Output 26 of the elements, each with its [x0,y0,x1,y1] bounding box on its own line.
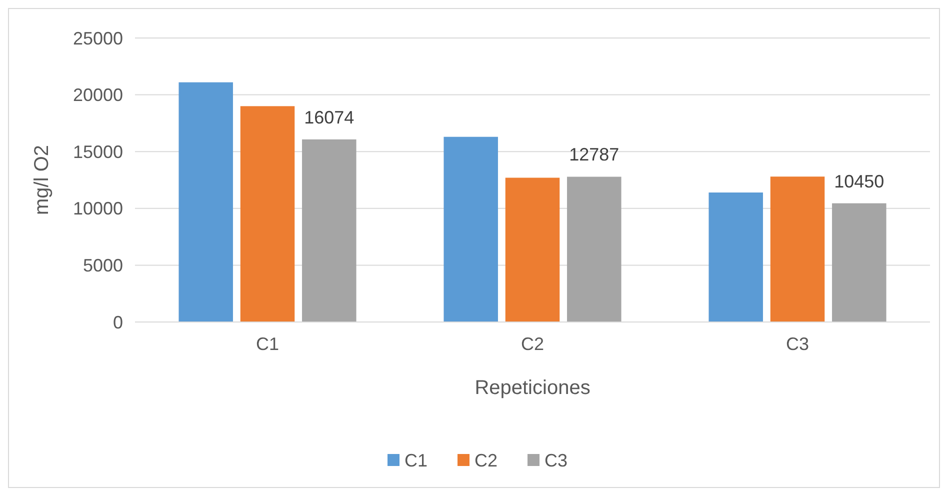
bar [240,106,295,322]
y-tick-label: 5000 [82,256,123,276]
data-label: 12787 [569,144,620,165]
bar [505,178,560,322]
y-tick-label: 20000 [72,85,123,106]
y-tick-label: 15000 [72,142,123,162]
y-axis-title: mg/l O2 [31,144,53,216]
data-label: 16074 [304,107,354,128]
bar [302,139,356,322]
y-tick-label: 10000 [72,198,123,219]
bar [832,203,886,322]
bar [178,82,233,322]
bar [444,136,498,322]
data-label: 10450 [834,171,884,192]
x-axis-title: Repeticiones [474,377,590,399]
legend-label: C1 [404,450,428,470]
x-tick-label: C1 [256,334,280,354]
y-tick-label: 25000 [72,28,123,48]
x-tick-label: C2 [520,334,544,354]
bar [770,176,825,322]
x-tick-label: C3 [786,334,810,354]
bar [567,176,622,322]
bar [708,192,763,322]
legend-label: C3 [544,450,568,470]
y-tick-label: 0 [112,312,123,332]
legend-label: C2 [474,450,498,470]
